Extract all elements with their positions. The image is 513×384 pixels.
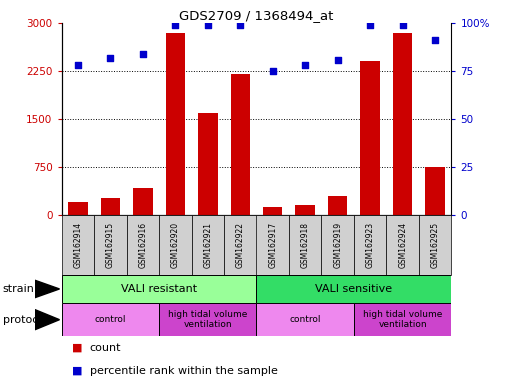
Point <box>301 62 309 68</box>
Text: GSM162919: GSM162919 <box>333 222 342 268</box>
Point <box>366 22 374 28</box>
Bar <box>224 215 256 275</box>
Text: GSM162914: GSM162914 <box>73 222 82 268</box>
Text: VALI resistant: VALI resistant <box>121 284 197 294</box>
Bar <box>419 215 451 275</box>
Text: strain: strain <box>3 284 34 294</box>
Bar <box>361 61 380 215</box>
Text: VALI sensitive: VALI sensitive <box>315 284 392 294</box>
Bar <box>256 275 451 303</box>
Text: GSM162923: GSM162923 <box>366 222 374 268</box>
Text: ■: ■ <box>72 343 82 353</box>
Polygon shape <box>35 280 60 298</box>
Bar <box>322 215 354 275</box>
Text: percentile rank within the sample: percentile rank within the sample <box>90 366 278 376</box>
Bar <box>256 303 354 336</box>
Bar <box>230 74 250 215</box>
Text: GSM162920: GSM162920 <box>171 222 180 268</box>
Bar <box>263 207 283 215</box>
Bar <box>289 215 322 275</box>
Bar <box>94 215 127 275</box>
Bar <box>62 303 159 336</box>
Text: protocol: protocol <box>3 314 48 325</box>
Text: control: control <box>94 315 126 324</box>
Text: control: control <box>289 315 321 324</box>
Text: ■: ■ <box>72 366 82 376</box>
Text: GSM162922: GSM162922 <box>236 222 245 268</box>
Bar <box>425 167 445 215</box>
Bar <box>133 188 152 215</box>
Point <box>236 22 244 28</box>
Bar <box>62 275 256 303</box>
Text: high tidal volume
ventilation: high tidal volume ventilation <box>168 310 247 329</box>
Point <box>139 51 147 57</box>
Text: GSM162915: GSM162915 <box>106 222 115 268</box>
Text: high tidal volume
ventilation: high tidal volume ventilation <box>363 310 442 329</box>
Bar <box>62 215 94 275</box>
Text: GSM162925: GSM162925 <box>431 222 440 268</box>
Bar <box>328 196 347 215</box>
Polygon shape <box>35 310 60 330</box>
Text: GSM162917: GSM162917 <box>268 222 277 268</box>
Bar <box>386 215 419 275</box>
Bar <box>198 113 218 215</box>
Point <box>269 68 277 74</box>
Text: GSM162916: GSM162916 <box>139 222 147 268</box>
Bar <box>101 198 120 215</box>
Text: GSM162924: GSM162924 <box>398 222 407 268</box>
Point <box>399 22 407 28</box>
Bar <box>127 215 159 275</box>
Bar <box>191 215 224 275</box>
Text: count: count <box>90 343 121 353</box>
Point <box>333 56 342 63</box>
Point <box>431 37 439 43</box>
Bar <box>166 33 185 215</box>
Point <box>204 22 212 28</box>
Point <box>74 62 82 68</box>
Bar <box>354 303 451 336</box>
Bar <box>393 33 412 215</box>
Bar <box>159 303 256 336</box>
Bar <box>159 215 191 275</box>
Text: GSM162921: GSM162921 <box>203 222 212 268</box>
Bar <box>256 215 289 275</box>
Text: GSM162918: GSM162918 <box>301 222 310 268</box>
Bar <box>295 205 315 215</box>
Bar <box>68 202 88 215</box>
Point <box>106 55 114 61</box>
Bar <box>354 215 386 275</box>
Point <box>171 22 180 28</box>
Title: GDS2709 / 1368494_at: GDS2709 / 1368494_at <box>180 9 333 22</box>
